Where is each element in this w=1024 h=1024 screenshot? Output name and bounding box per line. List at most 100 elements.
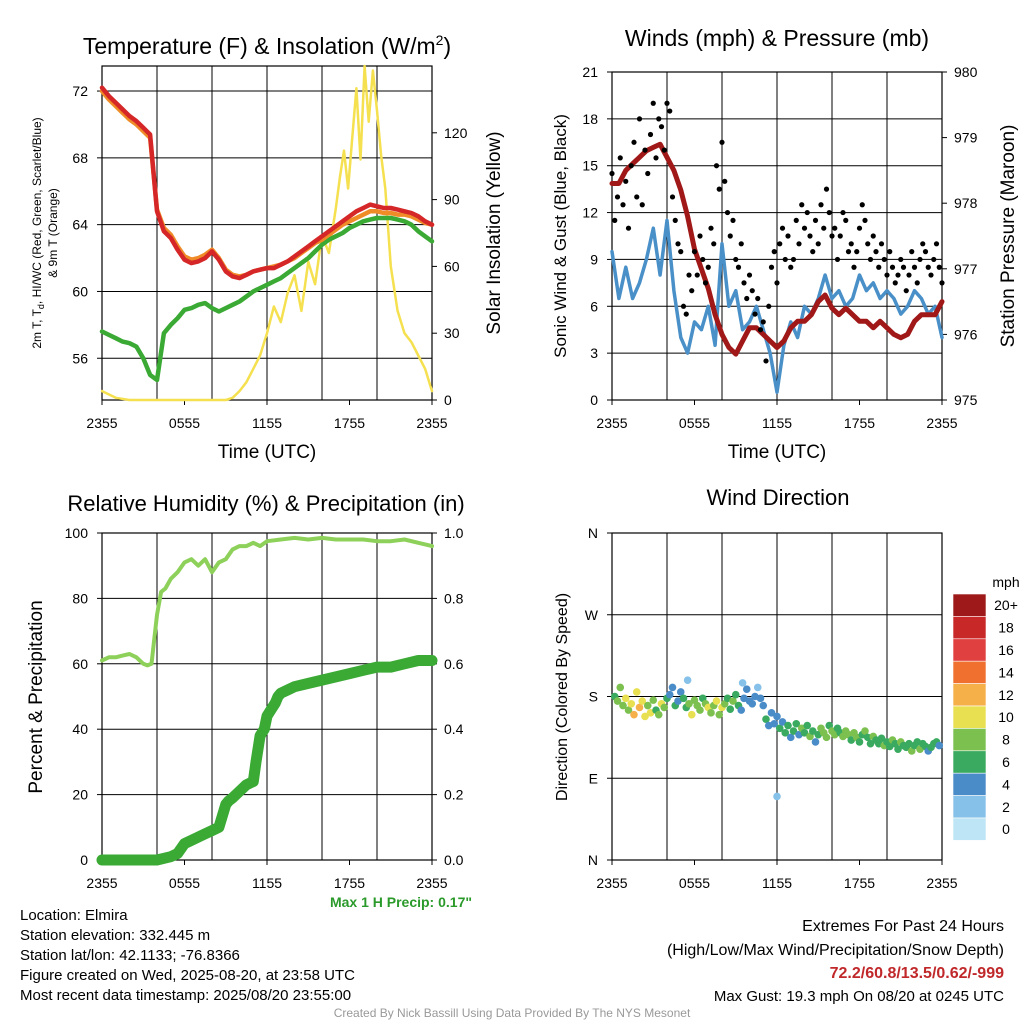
direction-point: [731, 690, 740, 699]
wind-series-line: [610, 218, 944, 394]
x-tick-label: 2355: [596, 415, 627, 431]
direction-point: [715, 710, 724, 719]
direction-point: [811, 738, 820, 746]
created-text: Figure created on Wed, 2025-08-20, at 23…: [20, 967, 355, 984]
y-tick-label: 0: [590, 392, 598, 408]
y2-tick-label: 60: [444, 258, 460, 274]
gust-point: [865, 241, 871, 247]
gust-point: [823, 186, 830, 192]
direction-point: [654, 710, 663, 719]
gust-point: [933, 241, 940, 247]
gust-point: [738, 241, 744, 247]
gust-point: [609, 170, 615, 177]
chart-panel-4: 2355 0555 1155 1755 2355 N E S W N Wind Direction D…: [554, 485, 1020, 891]
gust-point: [909, 249, 915, 255]
direction-point: [729, 697, 737, 705]
gust-point: [708, 225, 714, 231]
gust-point: [867, 256, 874, 263]
colorbar-tick-label: 8: [1002, 732, 1010, 748]
gust-point: [837, 233, 843, 239]
gust-point: [689, 288, 695, 294]
gust-point: [810, 249, 816, 255]
pressure-series-line: [609, 141, 945, 357]
direction-point: [773, 712, 781, 721]
dew-series-line: [99, 215, 435, 383]
y-tick-label: 64: [72, 217, 88, 233]
gust-point: [686, 272, 692, 278]
extremes-subtitle: (High/Low/Max Wind/Precipitation/Snow De…: [666, 942, 1004, 959]
gust-point: [876, 264, 882, 270]
direction-point: [935, 741, 944, 750]
gust-point: [667, 108, 673, 114]
y2-tick-label: 979: [954, 130, 978, 146]
gust-point: [887, 249, 893, 255]
direction-point: [762, 715, 770, 724]
gust-point: [636, 116, 643, 122]
precip-series-line: [96, 655, 438, 866]
gust-point: [900, 264, 907, 270]
gust-point: [939, 280, 945, 286]
gust-point: [936, 264, 942, 270]
gust-point: [925, 264, 931, 270]
y-tick-label: 60: [72, 283, 88, 299]
x-tick-label: 1155: [762, 875, 792, 891]
y-tick-label: 40: [72, 721, 88, 737]
gust-point: [785, 233, 791, 239]
y2-tick-label: 0.2: [444, 787, 464, 803]
direction-point: [778, 718, 787, 726]
direction-point: [696, 706, 704, 714]
gust-point: [716, 186, 722, 192]
gust-point: [920, 241, 926, 247]
x-tick-label: 0555: [679, 875, 710, 891]
direction-point: [665, 690, 674, 699]
gust-point: [614, 194, 621, 200]
x-tick-label: 0555: [169, 415, 200, 431]
x-axis-label: Time (UTC): [728, 442, 827, 463]
max-precip-text: Max 1 H Precip: 0.17": [329, 894, 472, 910]
y2-tick-label: 0.0: [444, 852, 464, 868]
gust-point: [851, 264, 857, 270]
x-tick-label: 0555: [679, 415, 710, 431]
direction-point: [773, 792, 781, 801]
gust-point: [892, 280, 898, 286]
insolation-series-line: [100, 64, 434, 402]
recent-data-text: Most recent data timestamp: 2025/08/20 2…: [20, 987, 352, 1004]
direction-point: [894, 745, 902, 753]
colorbar-swatch: [952, 683, 987, 707]
gust-point: [826, 209, 832, 216]
direction-point: [753, 683, 762, 692]
gust-point: [672, 217, 678, 223]
gust-point: [653, 155, 659, 161]
y-tick-label: N: [588, 525, 598, 541]
y-tick-label: 21: [582, 64, 598, 80]
gust-point: [815, 241, 821, 247]
x-tick-label: 2355: [86, 875, 117, 891]
gust-point: [746, 272, 753, 278]
gust-point: [903, 288, 909, 294]
direction-point: [767, 709, 776, 717]
gust-point: [807, 233, 813, 239]
chart-title: Temperature (F) & Insolation (W/m2): [83, 32, 451, 59]
x-tick-label: 2355: [416, 415, 447, 431]
y-axis-label: Percent & Precipitation: [26, 600, 47, 793]
y-tick-label: N: [588, 852, 598, 868]
y-tick-label: 12: [582, 205, 598, 221]
gust-point: [917, 256, 923, 263]
y2-tick-label: 120: [444, 125, 468, 141]
y-tick-label: 20: [72, 787, 88, 803]
direction-point: [808, 727, 817, 735]
gust-point: [834, 256, 841, 263]
direction-point: [822, 733, 831, 742]
chart-panel-2: 2355 0555 1155 1755 2355 0 3 6 9 12 15 18 21 975 976 97…: [551, 25, 1019, 463]
gust-point: [724, 209, 731, 216]
gust-point: [705, 264, 711, 270]
direction-point: [737, 706, 746, 714]
rh-series-line: [100, 535, 434, 668]
y-tick-label: 80: [72, 590, 88, 606]
gust-point: [856, 225, 863, 231]
direction-point: [748, 699, 757, 708]
colorbar-tick-label: 20+: [994, 597, 1018, 613]
chart-panel-3: 2355 0555 1155 1755 2355 0 20 40 60 80 100 0.0 0.2 0.…: [26, 491, 465, 891]
gust-point: [645, 170, 651, 177]
gust-point: [928, 272, 934, 278]
